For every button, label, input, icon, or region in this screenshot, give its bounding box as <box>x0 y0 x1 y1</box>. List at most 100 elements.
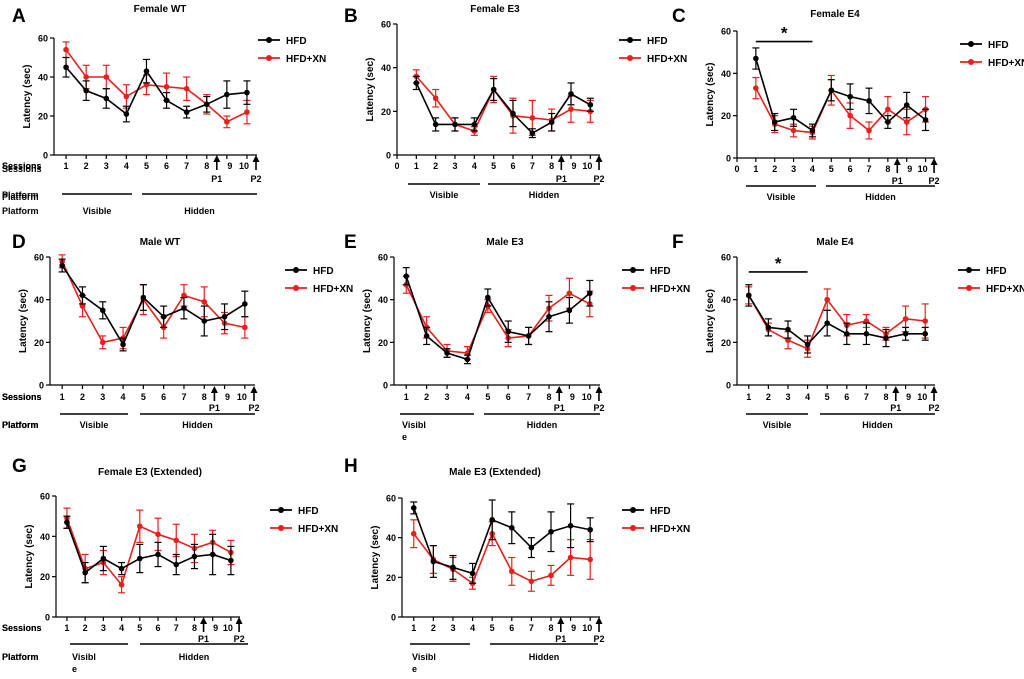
data-point <box>83 74 89 80</box>
x-tick-label: 1 <box>414 161 419 171</box>
data-point <box>242 324 248 331</box>
series-hfd <box>412 75 594 139</box>
x-tick-label: 7 <box>866 164 871 174</box>
y-tick-label: 40 <box>38 73 48 83</box>
data-point <box>63 46 69 53</box>
significance-star: * <box>781 24 788 43</box>
x-tick-label: 4 <box>470 623 475 633</box>
x-tick-label: 10 <box>239 161 249 171</box>
x-tick-label: 4 <box>472 161 477 171</box>
legend-label-hfd: HFD <box>647 36 668 47</box>
legend-marker-hfd <box>968 41 974 47</box>
data-point <box>209 551 216 558</box>
p1-label: P1 <box>890 403 901 413</box>
chart-title: Male E3 (Extended) <box>449 467 541 478</box>
x-tick-label: 4 <box>119 623 124 633</box>
y-tick-label: 60 <box>378 253 388 263</box>
p1-label: P1 <box>209 403 220 413</box>
p2-label: P2 <box>234 634 245 644</box>
data-point <box>587 526 593 533</box>
x-tick-label: 2 <box>80 392 85 402</box>
x-tick-label: 6 <box>844 392 849 402</box>
data-point <box>866 127 872 134</box>
platform-label: Platform <box>2 652 39 662</box>
data-point <box>244 109 250 115</box>
data-point <box>843 331 850 337</box>
x-tick-label: 5 <box>829 164 834 174</box>
data-point <box>765 324 772 331</box>
data-point <box>508 568 515 575</box>
x-tick-label: 6 <box>510 161 515 171</box>
data-point <box>120 341 126 348</box>
x-axis-label: Sessions <box>2 392 42 402</box>
y-tick-label: 0 <box>39 381 44 391</box>
data-point <box>203 101 210 108</box>
legend-marker-hfd <box>293 267 299 273</box>
data-point <box>59 262 65 269</box>
x-tick-label: 1 <box>64 161 69 171</box>
p2-label: P2 <box>929 403 940 413</box>
y-tick-label: 60 <box>34 253 44 263</box>
y-tick-label: 60 <box>386 494 396 504</box>
p2-label: P2 <box>929 176 940 186</box>
data-point <box>99 307 106 314</box>
data-point <box>160 313 167 320</box>
series-line-hfd-xn <box>748 295 926 350</box>
data-point <box>224 119 230 125</box>
data-point <box>883 335 889 341</box>
series-hfd-xn <box>752 74 930 140</box>
p1-arrowhead <box>200 617 208 624</box>
series-hfd <box>58 258 249 352</box>
data-point <box>587 556 593 563</box>
x-tick-label: 9 <box>227 161 232 171</box>
data-point <box>430 558 437 565</box>
data-point <box>508 524 515 531</box>
visible-label: Visibl <box>402 420 426 430</box>
chart-title: Female E3 (Extended) <box>98 467 202 478</box>
y-axis-label: Latency (sec) <box>705 63 716 127</box>
data-point <box>566 307 573 314</box>
y-tick-label: 20 <box>381 107 391 117</box>
y-tick-label: 40 <box>34 295 44 305</box>
hidden-label: Hidden <box>529 190 560 200</box>
data-point <box>902 331 909 337</box>
data-point <box>804 341 811 348</box>
y-tick-label: 60 <box>721 253 731 263</box>
data-point <box>173 561 180 568</box>
data-point <box>155 531 161 538</box>
p1-arrowhead <box>893 158 901 165</box>
hidden-label: Hidden <box>862 420 893 430</box>
data-point <box>529 130 536 136</box>
x-tick-label: 3 <box>445 392 450 402</box>
y-tick-label: 60 <box>38 34 48 44</box>
data-point <box>847 93 853 100</box>
data-point <box>432 121 439 128</box>
data-point <box>123 111 130 117</box>
platform-label: Platform <box>2 206 39 216</box>
data-point <box>181 292 187 299</box>
chart-title: Male WT <box>140 237 181 248</box>
visible-label: Visibl <box>72 652 96 662</box>
data-point <box>181 305 187 312</box>
chart-title: Male E3 <box>486 237 524 248</box>
visible-label-wrap: e <box>412 664 417 674</box>
legend-label-hfd-xn: HFD+XN <box>986 284 1024 295</box>
panel-d: D Male WT 0 20 40 60 Latency (sec) Sessions 1 2 3 4… <box>2 232 353 430</box>
x-tick-label: 8 <box>548 623 553 633</box>
panel-letter: E <box>344 232 357 253</box>
p1-arrowhead <box>555 386 563 393</box>
y-tick-label: 20 <box>34 338 44 348</box>
y-tick-label: 0 <box>43 151 48 161</box>
x-tick-label: 2 <box>84 161 89 171</box>
data-point <box>587 290 593 297</box>
p2-arrowhead <box>595 155 603 162</box>
p2-arrowhead <box>595 617 603 624</box>
data-point <box>103 95 110 102</box>
panel-g: G Female E3 (Extended) 0 20 40 60 Latency (sec… <box>2 456 338 674</box>
data-point <box>528 544 535 551</box>
p2-label: P2 <box>594 174 605 184</box>
p1-label: P1 <box>554 403 565 413</box>
data-point <box>423 333 430 339</box>
